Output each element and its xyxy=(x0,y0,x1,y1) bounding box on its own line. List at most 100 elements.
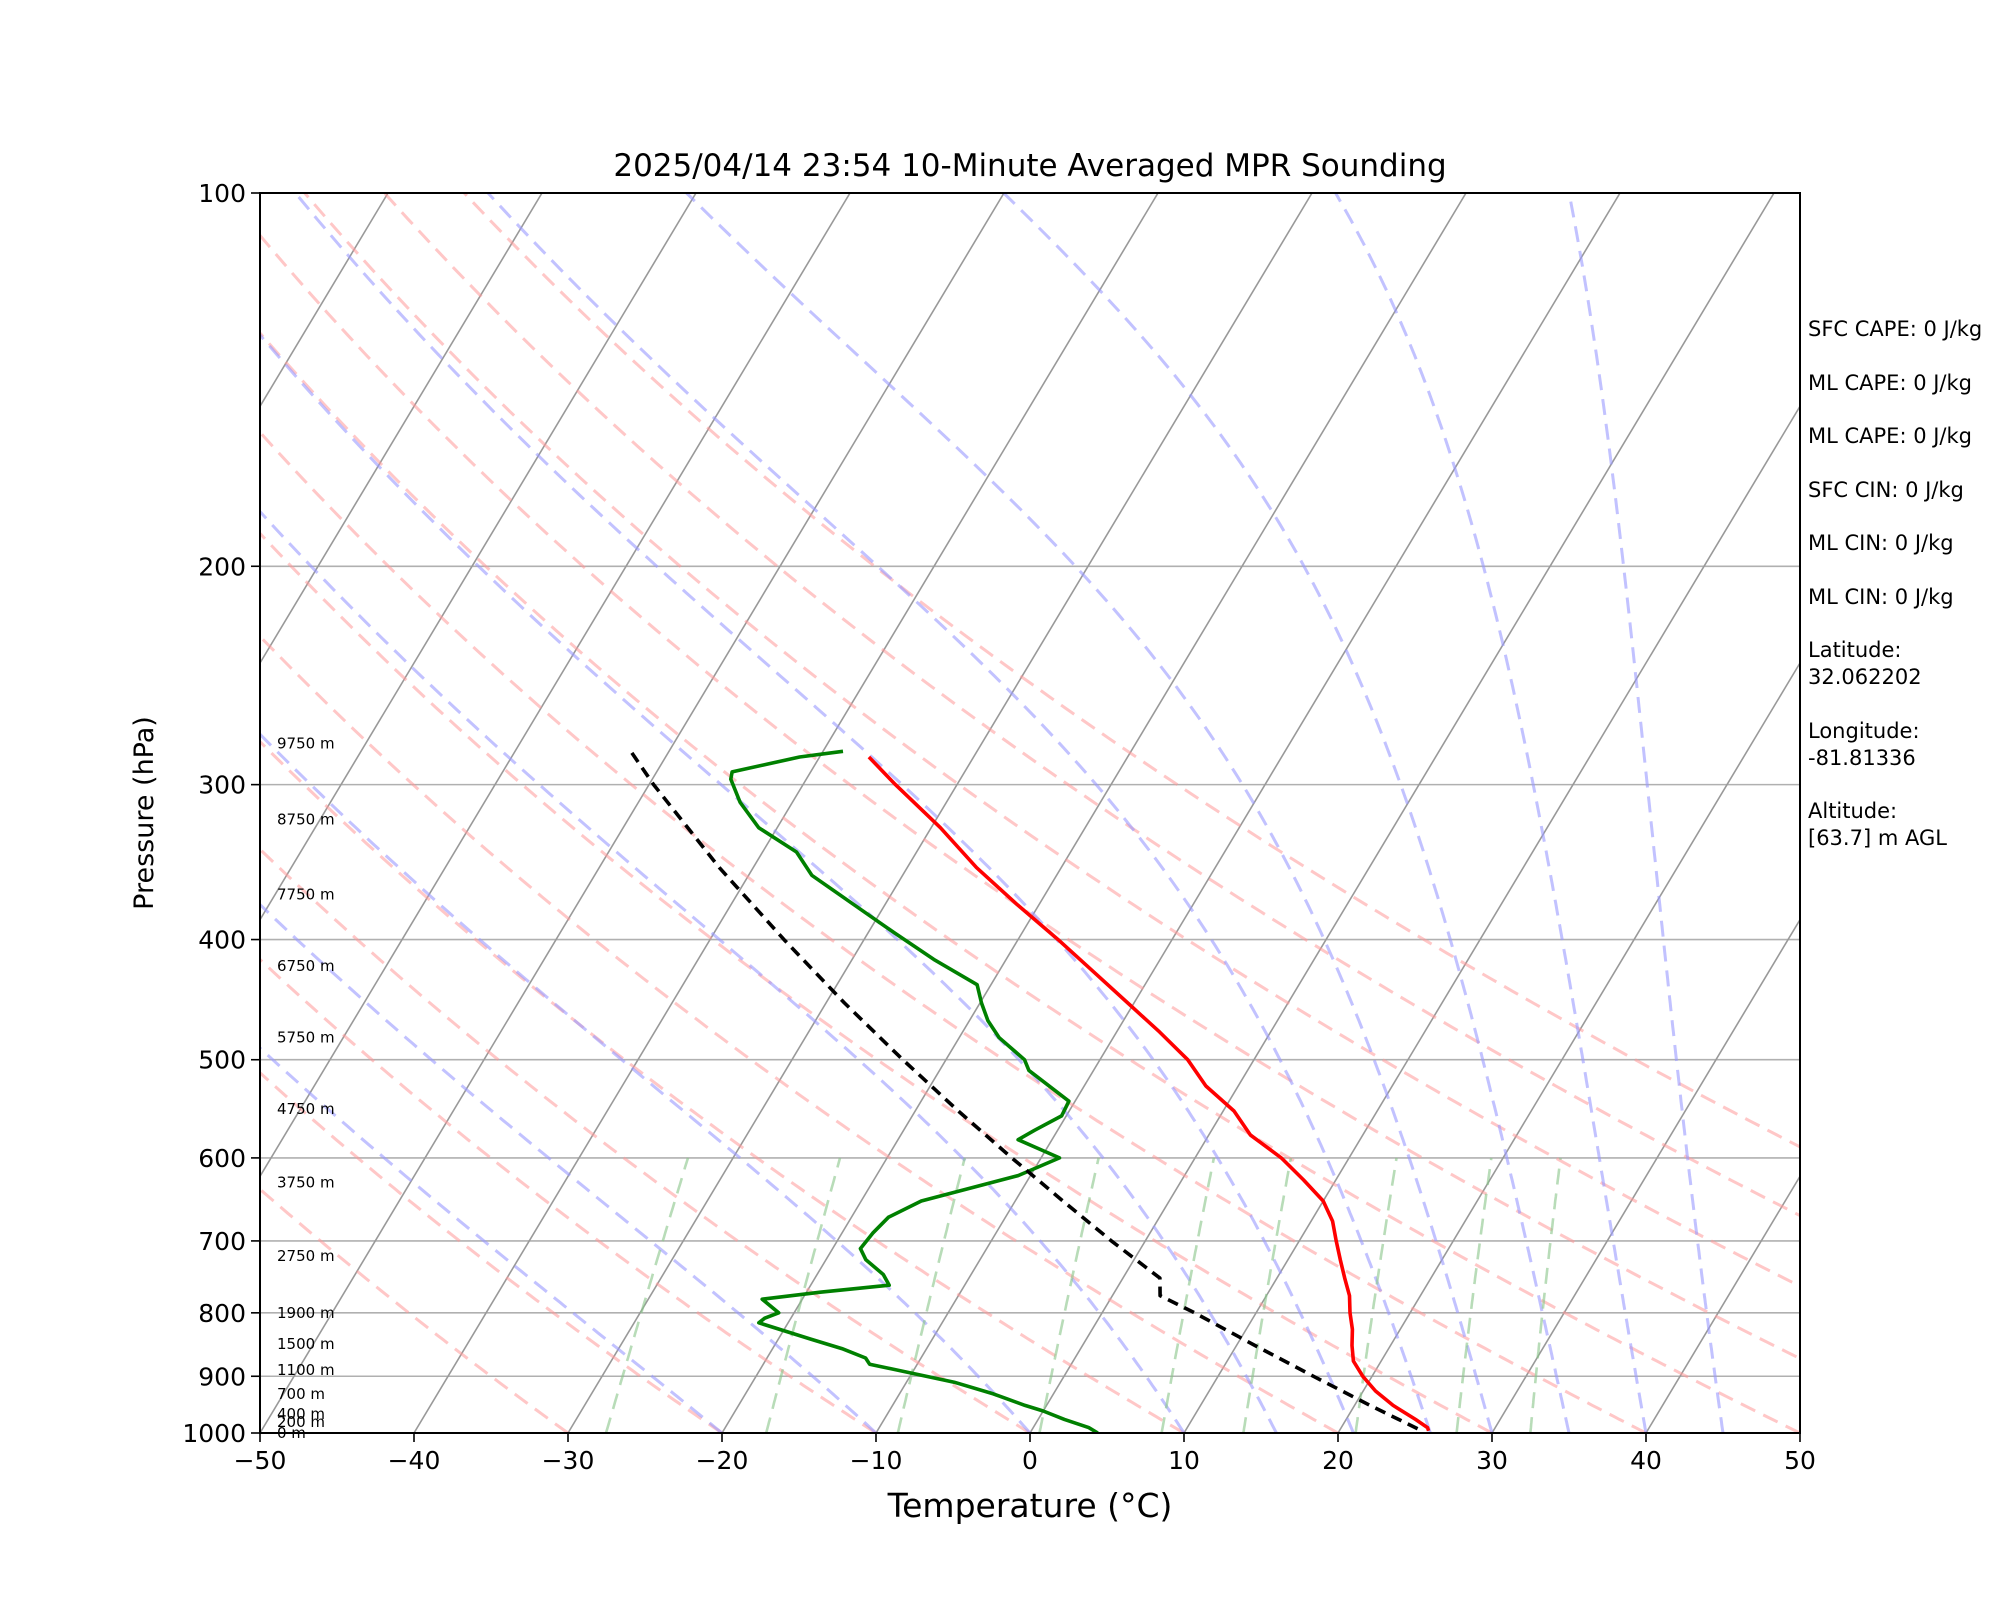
y-tick-label: 600 xyxy=(198,1144,246,1173)
isotherm-line xyxy=(260,193,697,922)
height-label: 700 m xyxy=(277,1385,325,1403)
height-label: 3750 m xyxy=(277,1173,335,1191)
isotherm-line xyxy=(1029,193,1775,1433)
y-tick-label: 300 xyxy=(198,771,246,800)
y-tick-label: 1000 xyxy=(182,1419,246,1448)
isotherm-line xyxy=(875,193,1621,1433)
dry-adiabat-line xyxy=(463,193,1800,1149)
x-tick-label: −30 xyxy=(542,1446,595,1475)
isotherm-line xyxy=(1645,1174,1800,1433)
height-label: 4750 m xyxy=(277,1100,335,1118)
isotherm-line xyxy=(1337,661,1800,1433)
x-tick-label: −40 xyxy=(388,1446,441,1475)
y-axis-ticks: 1000 900 800 700 600 500 400 300 200 100 xyxy=(182,179,260,1448)
latitude-block: Latitude: 32.062202 xyxy=(1808,637,1998,691)
height-label: 400 m xyxy=(277,1405,325,1423)
temperature-profile-line xyxy=(867,755,1431,1432)
mixing-ratio-line xyxy=(1242,1157,1293,1433)
height-label: 1900 m xyxy=(277,1304,335,1322)
dry-adiabat-line xyxy=(260,330,1800,1433)
isotherm-line xyxy=(567,193,1313,1433)
y-tick-label: 900 xyxy=(198,1362,246,1391)
mixing-ratio-line xyxy=(1038,1157,1100,1433)
x-tick-label: 20 xyxy=(1322,1446,1354,1475)
longitude-label: Longitude: xyxy=(1808,718,1920,743)
moist-adiabat-line xyxy=(260,509,1186,1433)
ml-cin-text: ML CIN: 0 J/kg xyxy=(1808,531,1954,555)
background-lines xyxy=(0,193,1800,1433)
x-tick-label: −10 xyxy=(850,1446,903,1475)
altitude-block: Altitude: [63.7] m AGL xyxy=(1808,798,1998,852)
altitude-label: Altitude: xyxy=(1808,799,1898,823)
y-tick-label: 100 xyxy=(198,179,246,208)
dry-adiabat-line xyxy=(260,957,877,1433)
x-tick-label: −50 xyxy=(234,1446,287,1475)
moist-adiabat-line xyxy=(1334,193,1648,1433)
height-label: 9750 m xyxy=(277,735,335,753)
dry-adiabat-line xyxy=(260,634,1339,1433)
height-label: 7750 m xyxy=(277,886,335,904)
isotherm-line xyxy=(1491,918,1800,1433)
height-label: 8750 m xyxy=(277,810,335,828)
dry-adiabat-line xyxy=(383,193,1800,1218)
isotherm-line xyxy=(260,193,851,1178)
mixing-ratio-line xyxy=(604,1157,690,1433)
mixing-ratio-line xyxy=(1529,1157,1562,1433)
chart-title: 2025/04/14 23:54 10-Minute Averaged MPR … xyxy=(613,148,1446,184)
isotherm-line xyxy=(260,193,543,665)
sounding-info-panel: SFC CAPE: 0 J/kg ML CAPE: 0 J/kg ML CAPE… xyxy=(1808,316,1998,879)
dewpoint-profile-line xyxy=(729,749,1099,1433)
dry-adiabat-line xyxy=(260,531,1493,1433)
height-label: 2750 m xyxy=(277,1247,335,1265)
y-tick-label: 400 xyxy=(198,926,246,955)
y-axis-label: Pressure (hPa) xyxy=(129,716,160,910)
x-tick-label: 50 xyxy=(1784,1446,1816,1475)
y-tick-label: 200 xyxy=(198,552,246,581)
moist-adiabat-line xyxy=(1002,193,1571,1433)
ml-cape-text-2: ML CAPE: 0 J/kg xyxy=(1808,424,1973,448)
height-label: 6750 m xyxy=(277,957,335,975)
isotherm-line xyxy=(0,193,80,1433)
x-axis-ticks: −50 −40 −30 −20 −10 0 10 20 30 40 50 xyxy=(234,1433,1816,1475)
moist-adiabat-line xyxy=(1567,193,1725,1433)
height-label: 1100 m xyxy=(277,1361,335,1379)
dry-adiabat-line xyxy=(260,847,1031,1433)
latitude-value: 32.062202 xyxy=(1808,665,1922,689)
sfc-cin-text: SFC CIN: 0 J/kg xyxy=(1808,477,1964,502)
x-tick-label: 40 xyxy=(1630,1446,1662,1475)
ml-cape-text: ML CAPE: 0 J/kg xyxy=(1808,370,1973,395)
dry-adiabat-line xyxy=(260,233,1800,1361)
x-tick-label: 10 xyxy=(1168,1446,1200,1475)
moist-adiabat-line xyxy=(260,1046,723,1433)
isotherm-line xyxy=(260,193,389,408)
y-tick-label: 700 xyxy=(198,1227,246,1256)
dry-adiabat-line xyxy=(260,1070,723,1433)
longitude-value: -81.81336 xyxy=(1808,745,1916,770)
x-tick-label: −20 xyxy=(696,1446,749,1475)
isotherm-line xyxy=(1183,404,1800,1433)
dry-adiabat-line xyxy=(303,193,1800,1288)
height-label: 5750 m xyxy=(277,1029,335,1047)
x-tick-label: 30 xyxy=(1476,1446,1508,1475)
sounding-series xyxy=(626,746,1431,1433)
y-tick-label: 800 xyxy=(198,1299,246,1328)
height-label: 1500 m xyxy=(277,1335,335,1353)
moist-adiabat-line xyxy=(685,193,1494,1433)
isotherm-line xyxy=(721,193,1467,1433)
mixing-ratio-line xyxy=(1160,1157,1216,1433)
mixing-ratio-line xyxy=(764,1157,842,1433)
isotherm-line xyxy=(260,193,1005,1433)
y-tick-label: 500 xyxy=(198,1046,246,1075)
mixing-ratio-line xyxy=(1354,1157,1398,1433)
longitude-block: Longitude: -81.81336 xyxy=(1808,718,1998,772)
mixing-ratio-line xyxy=(1455,1157,1493,1433)
altitude-value: [63.7] m AGL xyxy=(1808,826,1947,850)
moist-adiabat-line xyxy=(260,902,878,1433)
latitude-label: Latitude: xyxy=(1808,638,1902,662)
mixing-ratio-line xyxy=(896,1157,966,1433)
height-label: 200 m xyxy=(277,1413,325,1431)
dry-adiabat-line xyxy=(260,739,1185,1433)
sfc-cape-text: SFC CAPE: 0 J/kg xyxy=(1808,317,1983,341)
